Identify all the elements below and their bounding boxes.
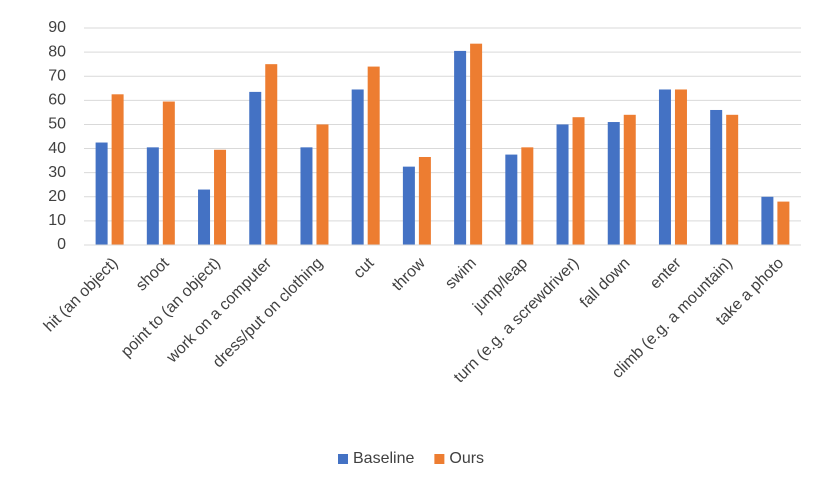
x-tick-label: fall down — [577, 255, 634, 312]
bar — [111, 94, 124, 245]
x-tick-label: throw — [389, 254, 429, 294]
bar — [658, 89, 671, 245]
legend-label: Ours — [449, 450, 484, 467]
bar — [761, 196, 774, 245]
bar — [316, 124, 329, 245]
bar — [505, 154, 518, 245]
y-tick-label: 30 — [48, 164, 66, 181]
y-tick-label: 40 — [48, 140, 66, 157]
bar — [162, 101, 175, 246]
bar — [623, 114, 636, 245]
y-tick-label: 0 — [57, 236, 66, 253]
bar — [146, 147, 159, 245]
bar — [249, 91, 262, 246]
legend-swatch — [434, 454, 445, 464]
y-tick-label: 80 — [48, 43, 66, 60]
x-tick-label: swim — [442, 255, 480, 293]
y-tick-label: 60 — [48, 92, 66, 109]
y-tick-label: 20 — [48, 188, 66, 205]
bar — [265, 64, 278, 246]
y-tick-label: 70 — [48, 67, 66, 84]
bar — [402, 166, 415, 245]
bar — [367, 66, 380, 245]
x-tick-label: shoot — [133, 254, 173, 294]
legend-label: Baseline — [353, 450, 414, 467]
bar — [674, 89, 687, 245]
bar — [198, 189, 211, 245]
bar — [572, 117, 585, 245]
bar — [470, 43, 483, 245]
bar — [777, 201, 790, 245]
x-tick-label: enter — [647, 254, 685, 292]
y-tick-label: 90 — [48, 19, 66, 36]
bar — [351, 89, 364, 245]
y-tick-label: 50 — [48, 116, 66, 133]
bar — [556, 124, 569, 245]
x-tick-label: cut — [350, 254, 378, 282]
x-tick-label: hit (an object) — [41, 255, 122, 336]
bar — [454, 50, 467, 246]
legend-swatch — [338, 454, 348, 464]
x-tick-label: point to (an object) — [118, 255, 224, 361]
bar — [214, 149, 227, 245]
y-tick-label: 10 — [48, 212, 66, 229]
bar — [710, 109, 723, 245]
bar — [95, 142, 108, 245]
bar — [418, 156, 431, 245]
bar — [607, 122, 620, 245]
bar — [726, 114, 739, 245]
bar — [300, 147, 313, 245]
bar — [521, 147, 534, 245]
